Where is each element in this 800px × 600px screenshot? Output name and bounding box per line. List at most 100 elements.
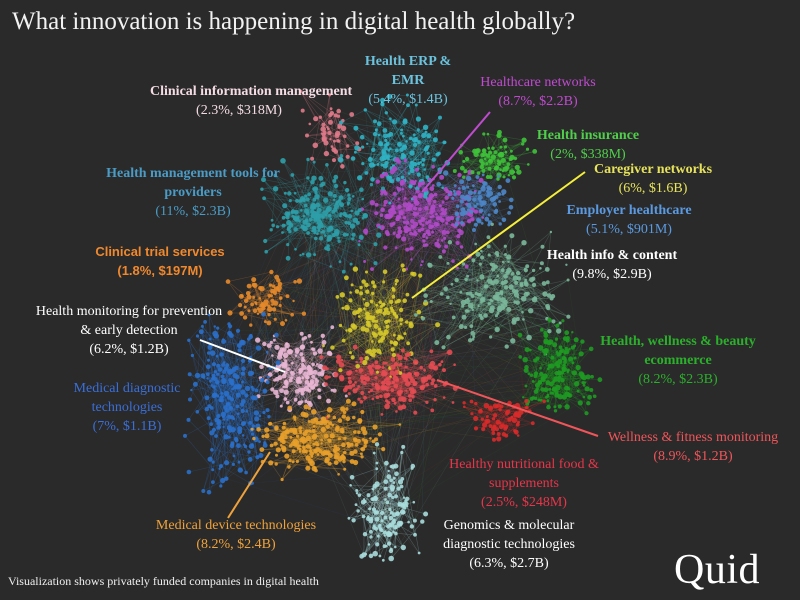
node <box>500 158 506 163</box>
edge <box>295 218 315 255</box>
node <box>407 227 412 232</box>
edge <box>374 285 394 289</box>
edge <box>382 227 425 235</box>
node <box>396 298 401 303</box>
node <box>479 200 485 206</box>
node <box>375 303 379 307</box>
node <box>394 314 399 319</box>
node <box>359 291 364 296</box>
node <box>479 164 484 170</box>
edge <box>391 209 427 238</box>
edge <box>279 356 303 359</box>
node <box>476 171 481 175</box>
edge <box>307 159 364 219</box>
node <box>379 304 383 308</box>
node <box>313 231 316 235</box>
node <box>485 162 489 166</box>
node <box>491 146 495 150</box>
node <box>246 283 252 289</box>
node <box>478 293 482 297</box>
node <box>281 223 286 228</box>
node <box>332 179 337 183</box>
node <box>509 197 514 203</box>
node <box>435 212 438 216</box>
edge <box>423 289 500 310</box>
node <box>384 143 388 148</box>
node <box>384 161 389 165</box>
edge <box>364 224 453 262</box>
node <box>471 308 474 311</box>
edge <box>526 349 560 374</box>
node <box>316 225 322 230</box>
edge <box>250 297 254 326</box>
edge <box>473 303 490 337</box>
edge <box>525 358 538 387</box>
node <box>549 296 554 301</box>
node <box>285 400 290 405</box>
node <box>373 242 378 247</box>
edge <box>492 143 523 149</box>
node <box>429 186 435 192</box>
node <box>354 150 357 154</box>
node <box>305 133 309 138</box>
node <box>314 382 319 387</box>
node <box>463 196 469 201</box>
node <box>476 279 479 282</box>
node <box>338 368 343 373</box>
node <box>227 310 233 316</box>
node <box>364 171 369 175</box>
edge <box>302 238 330 255</box>
edge <box>292 216 334 236</box>
edge <box>414 208 430 222</box>
edge <box>443 279 569 348</box>
edge <box>441 242 451 294</box>
edge <box>470 246 489 294</box>
node <box>362 298 366 301</box>
edge <box>326 164 340 242</box>
node <box>338 199 341 202</box>
edge <box>399 190 448 218</box>
node <box>282 385 286 389</box>
node <box>363 228 369 234</box>
node <box>484 216 490 222</box>
edge <box>372 134 376 180</box>
node <box>440 218 445 223</box>
node <box>280 158 286 164</box>
node <box>293 227 298 232</box>
edge <box>564 341 583 370</box>
edge <box>354 283 397 328</box>
node <box>314 191 318 195</box>
node <box>354 210 360 216</box>
edge <box>493 156 511 160</box>
node <box>369 299 374 304</box>
edge <box>218 420 253 445</box>
node <box>419 219 424 223</box>
node <box>318 236 324 241</box>
node <box>432 137 438 143</box>
edge <box>250 438 257 484</box>
edge <box>341 204 354 235</box>
node <box>397 197 401 201</box>
node <box>431 214 435 218</box>
edge <box>411 224 453 249</box>
edge <box>393 209 446 224</box>
node <box>511 288 517 294</box>
node <box>510 338 516 344</box>
node <box>281 231 284 234</box>
edge <box>467 186 501 225</box>
edge <box>319 335 324 391</box>
node <box>556 328 562 334</box>
edge <box>447 263 481 316</box>
edge <box>428 135 440 154</box>
node <box>349 291 352 294</box>
node <box>424 243 429 247</box>
node <box>425 221 429 225</box>
node <box>472 148 478 154</box>
edge <box>473 246 489 261</box>
node <box>329 138 332 141</box>
node <box>351 324 358 330</box>
node <box>366 142 369 145</box>
edge <box>275 360 304 393</box>
edge <box>329 94 331 116</box>
node <box>441 345 446 350</box>
